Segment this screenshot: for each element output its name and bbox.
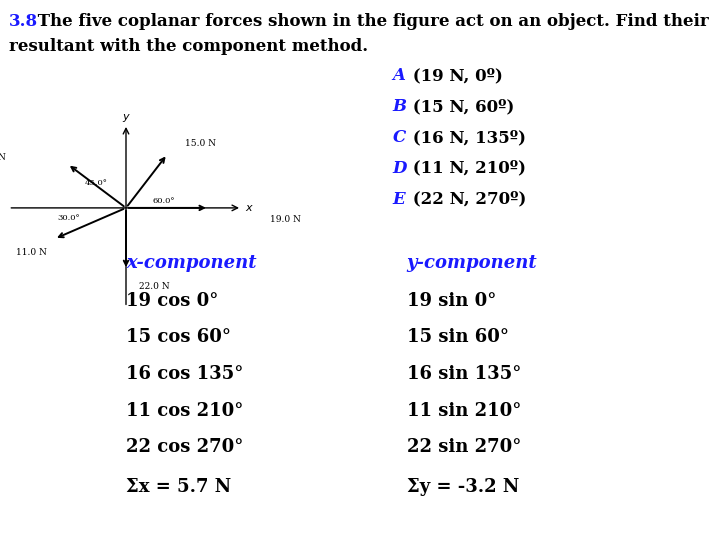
Text: A: A [392, 68, 405, 84]
Text: x: x [246, 203, 252, 213]
Text: y-component: y-component [407, 254, 538, 272]
Text: 11 sin 210°: 11 sin 210° [407, 402, 521, 420]
Text: 3.8: 3.8 [9, 14, 37, 30]
Text: E: E [392, 191, 405, 207]
Text: 22 cos 270°: 22 cos 270° [126, 438, 243, 456]
Text: 19 cos 0°: 19 cos 0° [126, 292, 218, 309]
Text: (19 N, 0º): (19 N, 0º) [407, 68, 503, 84]
Text: 45.0°: 45.0° [84, 179, 107, 187]
Text: 19 sin 0°: 19 sin 0° [407, 292, 496, 309]
Text: 19.0 N: 19.0 N [270, 215, 301, 224]
Text: 22.0 N: 22.0 N [139, 282, 170, 291]
Text: The five coplanar forces shown in the figure act on an object. Find their: The five coplanar forces shown in the fi… [32, 14, 709, 30]
Text: x-component: x-component [126, 254, 256, 272]
Text: Σy = -3.2 N: Σy = -3.2 N [407, 478, 519, 496]
Text: (11 N, 210º): (11 N, 210º) [407, 160, 526, 177]
Text: (16 N, 135º): (16 N, 135º) [407, 129, 526, 146]
Text: 15 cos 60°: 15 cos 60° [126, 328, 231, 346]
Text: 22 sin 270°: 22 sin 270° [407, 438, 521, 456]
Text: (22 N, 270º): (22 N, 270º) [407, 191, 526, 207]
Text: C: C [392, 129, 405, 146]
Text: resultant with the component method.: resultant with the component method. [9, 38, 368, 55]
Text: 16 sin 135°: 16 sin 135° [407, 365, 521, 383]
Text: 16.0 N: 16.0 N [0, 153, 6, 162]
Text: 11 cos 210°: 11 cos 210° [126, 402, 243, 420]
Text: 11.0 N: 11.0 N [17, 248, 47, 257]
Text: 15.0 N: 15.0 N [186, 139, 217, 148]
Text: 60.0°: 60.0° [152, 197, 174, 205]
Text: 30.0°: 30.0° [57, 214, 80, 222]
Text: Σx = 5.7 N: Σx = 5.7 N [126, 478, 231, 496]
Text: (15 N, 60º): (15 N, 60º) [407, 98, 514, 115]
Text: 15 sin 60°: 15 sin 60° [407, 328, 509, 346]
Text: 16 cos 135°: 16 cos 135° [126, 365, 243, 383]
Text: y: y [122, 112, 130, 122]
Text: B: B [392, 98, 406, 115]
Text: D: D [392, 160, 407, 177]
